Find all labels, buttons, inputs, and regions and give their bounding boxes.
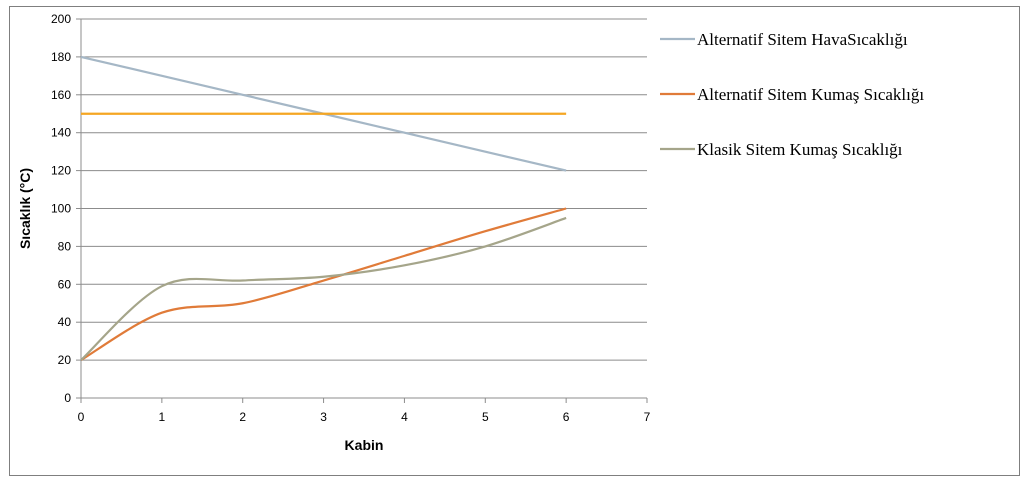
series-line-1	[80, 207, 567, 362]
legend-label-0: Alternatif Sitem HavaSıcaklığı	[697, 30, 908, 49]
gridlines	[81, 18, 647, 361]
y-tick-label-3: 60	[58, 277, 72, 291]
x-tick-label-3: 3	[320, 410, 327, 424]
y-tick-label-6: 120	[51, 164, 71, 178]
legend: Alternatif Sitem HavaSıcaklığı Alternatif…	[660, 30, 924, 159]
y-tick-labels: 0 20 40 60 80 100 120 140 160 180 200	[51, 12, 71, 405]
x-tick-label-1: 1	[159, 410, 166, 424]
y-tick-label-9: 180	[51, 50, 71, 64]
axes	[76, 18, 648, 403]
y-tick-label-8: 160	[51, 88, 71, 102]
legend-label-2: Klasik Sitem Kumaş Sıcaklığı	[697, 140, 903, 159]
x-tick-label-6: 6	[563, 410, 570, 424]
series-lines	[80, 55, 567, 362]
y-tick-label-0: 0	[64, 391, 71, 405]
series-line-2	[80, 216, 567, 361]
y-tick-label-10: 200	[51, 12, 71, 26]
y-tick-label-2: 40	[58, 315, 72, 329]
legend-label-1: Alternatif Sitem Kumaş Sıcaklığı	[697, 85, 924, 104]
x-tick-label-2: 2	[239, 410, 246, 424]
x-tick-labels: 0 1 2 3 4 5 6 7	[78, 410, 651, 424]
x-tick-label-0: 0	[78, 410, 85, 424]
x-tick-label-5: 5	[482, 410, 489, 424]
y-tick-label-7: 140	[51, 126, 71, 140]
y-tick-label-5: 100	[51, 202, 71, 216]
x-tick-label-4: 4	[401, 410, 408, 424]
x-tick-label-7: 7	[644, 410, 651, 424]
x-axis-label: Kabin	[345, 437, 384, 453]
y-tick-label-4: 80	[58, 239, 72, 253]
y-tick-label-1: 20	[58, 353, 72, 367]
y-axis-label: Sıcaklık (°C)	[17, 168, 33, 249]
